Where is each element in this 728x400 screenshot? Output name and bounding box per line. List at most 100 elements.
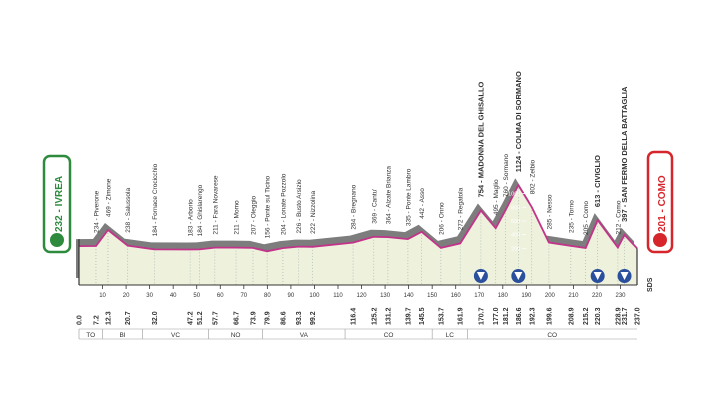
x-tick-label: 30 bbox=[146, 293, 153, 299]
place-label: 613 - CIVIGLIO bbox=[593, 155, 602, 207]
distance-label: 215.2 bbox=[583, 307, 590, 325]
distance-label: 99.2 bbox=[310, 311, 317, 325]
distance-label: 237.0 bbox=[635, 307, 642, 325]
y-tick-label: 1000 bbox=[508, 192, 520, 198]
place-label: 364 - Alzate Brianza bbox=[385, 166, 392, 225]
place-label: 285 - Nesso bbox=[546, 194, 553, 229]
distance-label: 47.2 bbox=[188, 311, 195, 325]
x-tick-label: 210 bbox=[568, 293, 579, 299]
distance-label: 51.2 bbox=[197, 311, 204, 325]
distance-label: 228.9 bbox=[615, 307, 622, 325]
place-label: 184 - Fornace Crocicchio bbox=[152, 163, 159, 236]
x-tick-label: 230 bbox=[616, 293, 627, 299]
distance-label: 145.5 bbox=[419, 307, 426, 325]
distance-label: 7.2 bbox=[93, 315, 100, 325]
distance-label: 220.3 bbox=[595, 307, 602, 325]
distance-label: 66.7 bbox=[234, 311, 241, 325]
distance-label: 181.2 bbox=[503, 307, 510, 325]
place-label: 183 - Arborio bbox=[188, 199, 195, 237]
region-label: BI bbox=[119, 332, 125, 339]
distance-label: 93.3 bbox=[296, 311, 303, 325]
climb-marker bbox=[511, 269, 526, 283]
x-tick-label: 150 bbox=[427, 293, 438, 299]
region-label: CO bbox=[547, 332, 557, 339]
finish-frame bbox=[646, 150, 674, 254]
distance-label: 231.7 bbox=[622, 307, 629, 325]
x-tick-label: 60 bbox=[217, 293, 224, 299]
place-label: 235 - Torno bbox=[568, 200, 575, 233]
x-tick-label: 10 bbox=[99, 293, 106, 299]
x-tick-label: 100 bbox=[309, 293, 320, 299]
climb-marker bbox=[473, 269, 488, 283]
place-label: 272 - Regatola bbox=[458, 187, 465, 230]
distance-label: 170.7 bbox=[478, 307, 485, 325]
climb-marker-triangle bbox=[514, 272, 523, 280]
x-tick-label: 120 bbox=[357, 293, 368, 299]
distance-label: 199.6 bbox=[546, 307, 553, 325]
y-tick-label: 600 bbox=[511, 219, 520, 225]
x-tick-label: 40 bbox=[170, 293, 177, 299]
sds-label: SDS bbox=[647, 277, 654, 292]
region-label: LC bbox=[446, 332, 455, 339]
place-label: 184 - Ghislarengo bbox=[197, 184, 204, 236]
distance-label: 0.0 bbox=[77, 315, 84, 325]
place-label: 495 - Maglio bbox=[493, 179, 500, 215]
x-tick-label: 80 bbox=[264, 293, 271, 299]
climb-marker bbox=[617, 269, 632, 283]
place-label: 442 - Asso bbox=[419, 188, 426, 219]
y-tick-label: 200 bbox=[511, 246, 520, 252]
place-label: 760 - Sormano bbox=[503, 154, 510, 197]
distance-label: 192.3 bbox=[529, 307, 536, 325]
start-box: 232 - IVREA bbox=[42, 154, 72, 254]
place-label: 284 - Bregnano bbox=[351, 184, 358, 229]
place-label: 469 - Zimone bbox=[105, 178, 112, 217]
place-label: 335 - Ponte Lambro bbox=[405, 168, 412, 226]
place-label: 234 - Piverone bbox=[93, 190, 100, 233]
place-label: 802 - Zelbio bbox=[529, 159, 536, 194]
place-label: 1124 - COLMA DI SORMANO bbox=[514, 71, 523, 172]
finish-box: 201 - COMO bbox=[646, 150, 674, 254]
x-tick-label: 160 bbox=[451, 293, 462, 299]
region-label: VC bbox=[171, 332, 180, 339]
x-tick-label: 140 bbox=[404, 293, 415, 299]
distance-label: 57.7 bbox=[212, 311, 219, 325]
place-label: 226 - Busto Arsizio bbox=[296, 179, 303, 234]
climb-marker-triangle bbox=[476, 272, 485, 280]
distance-label: 186.6 bbox=[516, 307, 523, 325]
distance-label: 125.2 bbox=[371, 307, 378, 325]
x-tick-label: 190 bbox=[521, 293, 532, 299]
place-label: 238 - Salussola bbox=[125, 188, 132, 233]
place-label: 207 - Oleggio bbox=[250, 195, 257, 234]
start-frame bbox=[42, 154, 72, 254]
distance-label: 161.9 bbox=[458, 307, 465, 325]
region-label: VA bbox=[300, 332, 309, 339]
distance-label: 32.0 bbox=[152, 311, 159, 325]
finish-label: 201 - COMO bbox=[657, 175, 668, 232]
distance-label: 131.2 bbox=[385, 307, 392, 325]
x-tick-label: 170 bbox=[474, 293, 485, 299]
distance-label: 153.7 bbox=[438, 307, 445, 325]
x-tick-label: 200 bbox=[545, 293, 556, 299]
place-label: 204 - Lonate Pozzolo bbox=[280, 173, 287, 235]
profile-area bbox=[79, 185, 637, 285]
x-tick-label: 130 bbox=[380, 293, 391, 299]
place-label: 397 - SAN FERMO DELLA BATTAGLIA bbox=[620, 86, 629, 222]
distance-label: 116.4 bbox=[351, 308, 358, 325]
distance-label: 177.0 bbox=[493, 307, 500, 325]
distance-label: 208.9 bbox=[568, 307, 575, 325]
distance-label: 12.3 bbox=[105, 311, 112, 325]
place-label: 211 - Momo bbox=[234, 200, 241, 235]
place-label: 369 - Cantu' bbox=[371, 189, 378, 224]
finish-icon bbox=[653, 233, 667, 247]
x-tick-label: 110 bbox=[333, 293, 343, 299]
x-tick-label: 50 bbox=[193, 293, 200, 299]
region-label: CO bbox=[384, 332, 394, 339]
place-label: 754 - MADONNA DEL GHISALLO bbox=[476, 81, 485, 197]
distance-label: 73.9 bbox=[250, 311, 257, 325]
region-label: TO bbox=[86, 332, 95, 339]
region-label: NO bbox=[231, 332, 241, 339]
x-tick-label: 180 bbox=[498, 293, 509, 299]
place-label: 222 - Nizzolina bbox=[310, 190, 317, 233]
